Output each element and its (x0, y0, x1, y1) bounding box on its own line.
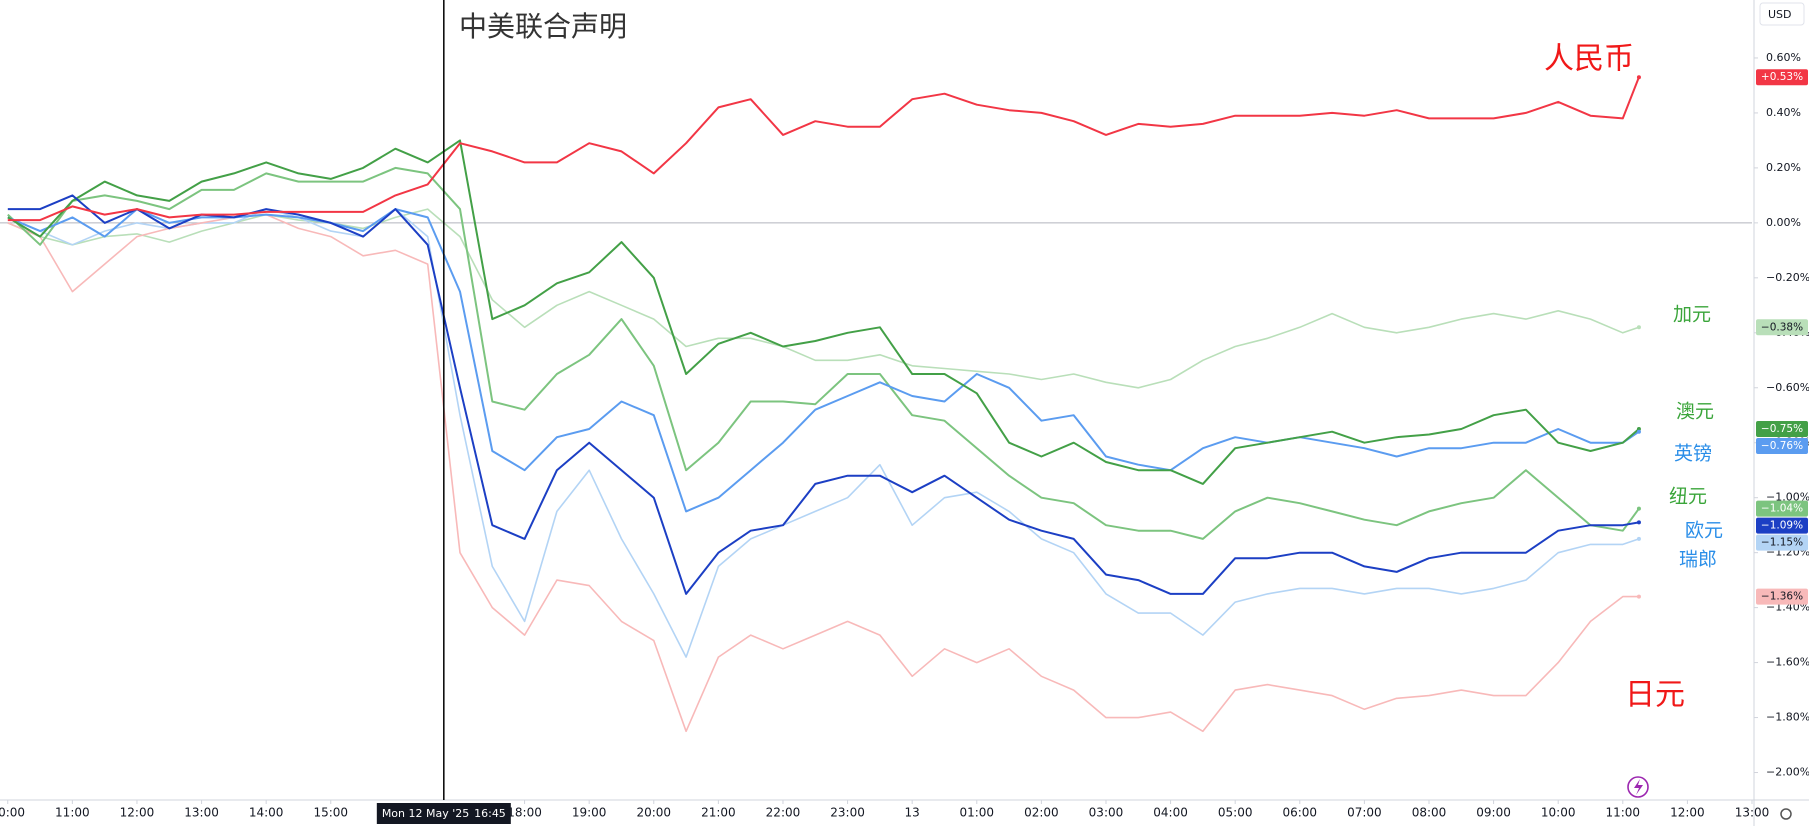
x-tick-label: 02:00 (1024, 806, 1059, 820)
series-name: 加元 (1673, 304, 1711, 326)
x-tick-label: 10:00 (1541, 806, 1576, 820)
x-tick-label: 04:00 (1153, 806, 1188, 820)
last-point (1636, 536, 1641, 541)
x-tick-label: 06:00 (1282, 806, 1317, 820)
series-line (7, 208, 1640, 658)
series-line (7, 213, 1639, 733)
currency-label: USD (1768, 8, 1792, 21)
x-tick-label: 22:00 (766, 806, 801, 820)
last-value-badge (1756, 534, 1808, 551)
last-value-badge (1756, 69, 1808, 86)
y-tick-label: −0.60% (1766, 381, 1809, 394)
series-line (7, 76, 1640, 222)
last-value-label: −0.38% (1761, 321, 1803, 333)
last-value-badge (1756, 437, 1808, 454)
x-tick-label: 05:00 (1218, 806, 1253, 820)
currency-button[interactable] (1759, 2, 1805, 26)
crosshair-label-bg (376, 803, 511, 824)
last-value-badge (1756, 517, 1808, 534)
series-name: 瑞郎 (1679, 549, 1717, 571)
x-tick-label: 13 (905, 806, 920, 820)
plot-area (0, 76, 1752, 733)
last-point (1636, 325, 1641, 330)
x-tick-label: 14:00 (249, 806, 284, 820)
last-point (1636, 75, 1641, 80)
y-tick-label: 0.20% (1766, 161, 1801, 174)
x-tick-label: 18:00 (507, 806, 542, 820)
last-value-label: −1.04% (1761, 503, 1803, 515)
last-point (1636, 520, 1641, 525)
series-name: 日元 (1625, 678, 1685, 713)
x-tick-label: 12:00 (1670, 806, 1705, 820)
crosshair-time: 16:45 (474, 807, 506, 820)
x-tick-label: 03:00 (1089, 806, 1124, 820)
x-tick-label: 08:00 (1412, 806, 1447, 820)
series-line (7, 194, 1640, 595)
series-line (7, 208, 1640, 389)
y-tick-label: −1.80% (1766, 711, 1809, 724)
y-tick-label: −1.00% (1766, 491, 1809, 504)
last-value-label: −0.76% (1761, 440, 1803, 452)
last-value-badge (1756, 588, 1808, 605)
last-value-badge (1756, 420, 1808, 437)
last-value-badge (1756, 500, 1808, 517)
y-tick-label: −0.20% (1766, 271, 1809, 284)
y-tick-label: −1.60% (1766, 656, 1809, 669)
series-name: 澳元 (1676, 401, 1714, 423)
x-tick-label: 21:00 (701, 806, 736, 820)
y-tick-label: 0.00% (1766, 216, 1801, 229)
y-tick-label: 0.40% (1766, 106, 1801, 119)
y-tick-label: −2.00% (1766, 766, 1809, 779)
x-tick-label: 11:00 (55, 806, 90, 820)
last-value-label: +0.53% (1761, 71, 1803, 83)
settings-icon[interactable] (1780, 808, 1792, 820)
series-line (7, 208, 1640, 513)
x-tick-label: 13:00 (184, 806, 219, 820)
x-tick-label: 07:00 (1347, 806, 1382, 820)
alert-icon[interactable] (1627, 776, 1649, 798)
x-tick-label: 13:00 (1735, 806, 1770, 820)
last-value-label: −1.15% (1761, 537, 1803, 549)
series-line (7, 139, 1640, 485)
x-tick-label: 12:00 (120, 806, 155, 820)
alert-bolt (1634, 779, 1643, 795)
last-value-badge (1756, 319, 1808, 336)
series-line (7, 166, 1640, 540)
chart-title: 中美联合声明 (459, 10, 627, 43)
x-tick-label: 19:00 (572, 806, 607, 820)
crosshair-date: Mon 12 May '25 (382, 807, 469, 820)
last-value-label: −0.75% (1761, 423, 1803, 435)
last-value-label: −1.09% (1761, 520, 1803, 532)
series-name: 英镑 (1674, 443, 1712, 465)
x-tick-label: 20:00 (636, 806, 671, 820)
x-tick-label: 15:00 (313, 806, 348, 820)
x-tick-label: 11:00 (1605, 806, 1640, 820)
series-name: 纽元 (1669, 486, 1707, 508)
series-name: 人民币 (1544, 42, 1634, 77)
last-point (1636, 506, 1641, 511)
series-name: 欧元 (1685, 520, 1723, 542)
x-tick-label: 10:00 (0, 806, 25, 820)
last-value-label: −1.36% (1761, 591, 1803, 603)
last-point (1636, 426, 1641, 431)
x-tick-label: 23:00 (830, 806, 865, 820)
x-tick-label: 01:00 (959, 806, 994, 820)
last-point (1636, 429, 1641, 434)
y-tick-label: 0.60% (1766, 51, 1801, 64)
x-tick-label: 09:00 (1476, 806, 1511, 820)
last-point (1636, 594, 1641, 599)
